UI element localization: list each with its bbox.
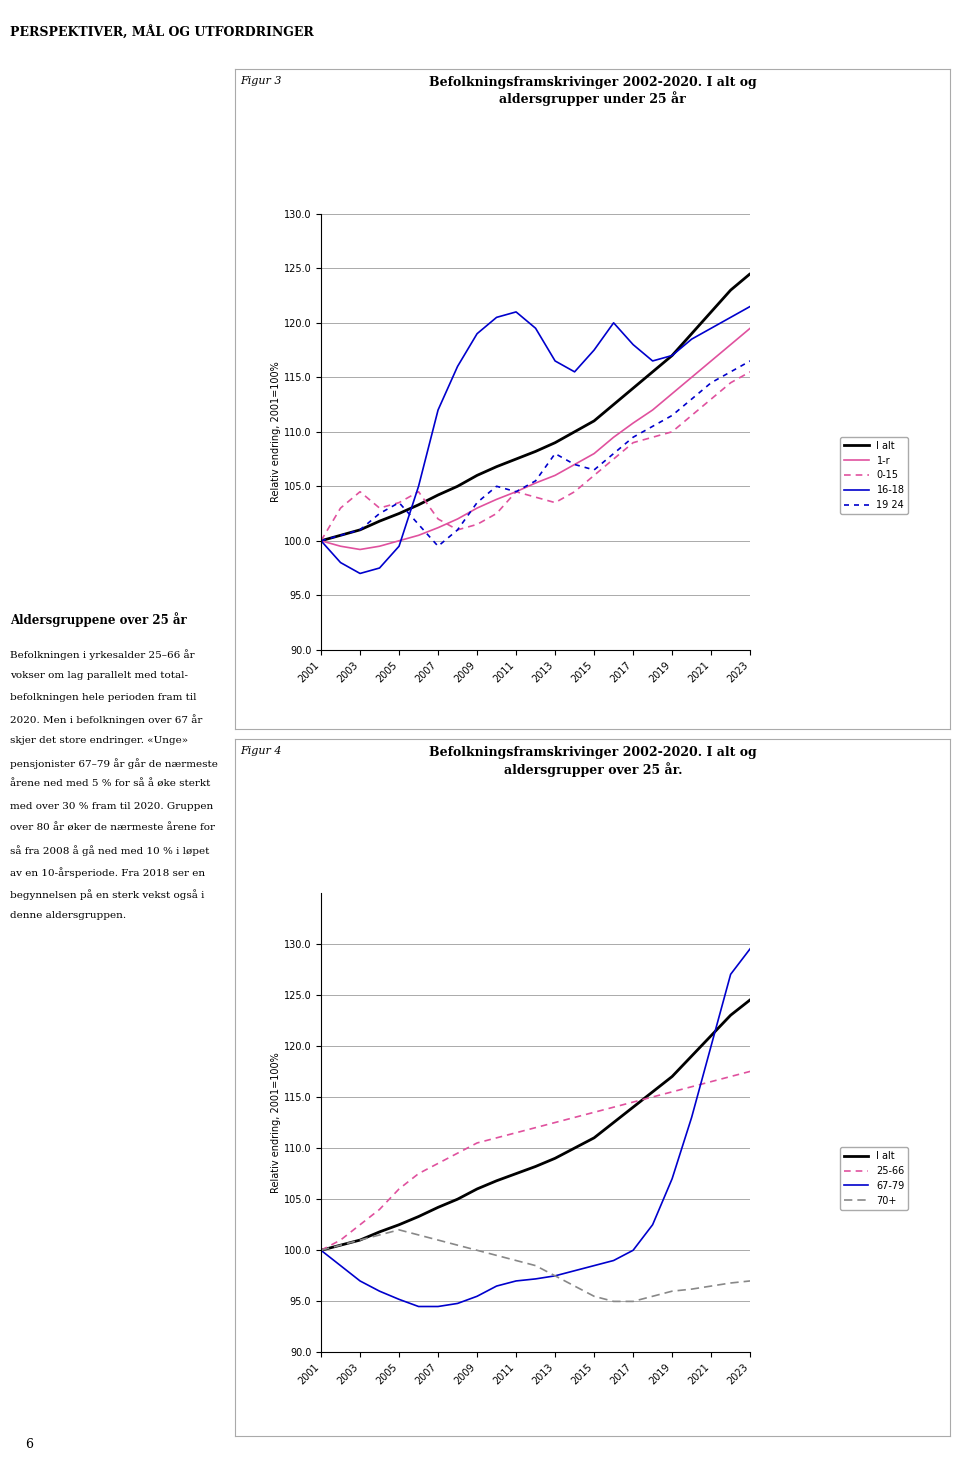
- Text: så fra 2008 å gå ned med 10 % i løpet: så fra 2008 å gå ned med 10 % i løpet: [10, 846, 209, 856]
- Text: denne aldersgruppen.: denne aldersgruppen.: [10, 911, 126, 920]
- Text: skjer det store endringer. «Unge»: skjer det store endringer. «Unge»: [10, 736, 188, 745]
- Text: årene ned med 5 % for så å øke sterkt: årene ned med 5 % for så å øke sterkt: [10, 780, 210, 789]
- Text: med over 30 % fram til 2020. Gruppen: med over 30 % fram til 2020. Gruppen: [10, 802, 213, 811]
- Text: pensjonister 67–79 år går de nærmeste: pensjonister 67–79 år går de nærmeste: [10, 758, 218, 768]
- Text: 2020. Men i befolkningen over 67 år: 2020. Men i befolkningen over 67 år: [10, 714, 202, 725]
- Text: Figur 4: Figur 4: [240, 746, 281, 757]
- Y-axis label: Relativ endring, 2001=100%: Relativ endring, 2001=100%: [271, 362, 280, 502]
- Text: Figur 3: Figur 3: [240, 76, 281, 86]
- Text: vokser om lag parallelt med total-: vokser om lag parallelt med total-: [10, 671, 187, 679]
- Text: PERSPEKTIVER, MÅL OG UTFORDRINGER: PERSPEKTIVER, MÅL OG UTFORDRINGER: [10, 26, 313, 39]
- Legend: I alt, 1-r, 0-15, 16-18, 19 24: I alt, 1-r, 0-15, 16-18, 19 24: [841, 437, 908, 515]
- Y-axis label: Relativ endring, 2001=100%: Relativ endring, 2001=100%: [271, 1053, 280, 1193]
- Text: begynnelsen på en sterk vekst også i: begynnelsen på en sterk vekst også i: [10, 889, 204, 900]
- Text: Befolkningsframskrivinger 2002-2020. I alt og
aldersgrupper under 25 år: Befolkningsframskrivinger 2002-2020. I a…: [429, 76, 756, 106]
- Text: Befolkningen i yrkesalder 25–66 år: Befolkningen i yrkesalder 25–66 år: [10, 649, 194, 659]
- Text: Aldersgruppene over 25 år: Aldersgruppene over 25 år: [10, 612, 186, 627]
- Legend: I alt, 25-66, 67-79, 70+: I alt, 25-66, 67-79, 70+: [840, 1147, 908, 1210]
- Text: Befolkningsframskrivinger 2002-2020. I alt og
aldersgrupper over 25 år.: Befolkningsframskrivinger 2002-2020. I a…: [429, 746, 756, 777]
- Text: 6: 6: [25, 1438, 33, 1451]
- Text: over 80 år øker de nærmeste årene for: over 80 år øker de nærmeste årene for: [10, 824, 215, 833]
- Text: befolkningen hele perioden fram til: befolkningen hele perioden fram til: [10, 693, 196, 701]
- Text: av en 10-årsperiode. Fra 2018 ser en: av en 10-årsperiode. Fra 2018 ser en: [10, 868, 204, 878]
